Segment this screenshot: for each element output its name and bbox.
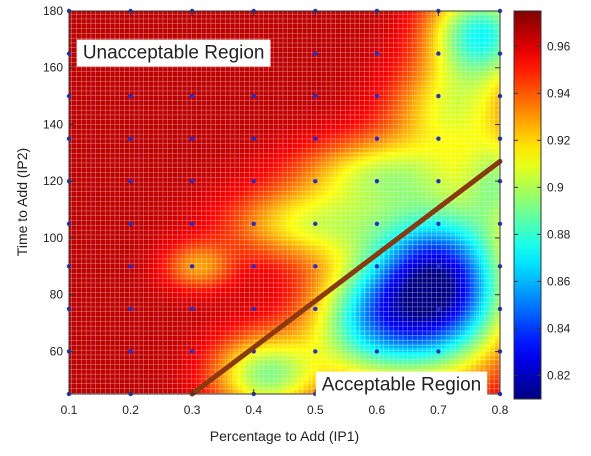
sample-point	[252, 222, 256, 226]
sample-point	[128, 137, 132, 141]
sample-point	[190, 349, 194, 353]
colorbar-tick-label: 0.84	[547, 321, 571, 335]
sample-point	[190, 137, 194, 141]
y-tick-label: 160	[43, 61, 63, 75]
colorbar-tick-label: 0.94	[547, 86, 571, 100]
sample-point	[375, 222, 379, 226]
sample-point	[128, 264, 132, 268]
sample-point	[252, 264, 256, 268]
sample-point	[190, 264, 194, 268]
sample-point	[128, 179, 132, 183]
colorbar	[514, 11, 541, 399]
sample-point	[313, 349, 317, 353]
sample-point	[375, 94, 379, 98]
sample-point	[190, 307, 194, 311]
sample-point	[313, 137, 317, 141]
sample-point	[313, 307, 317, 311]
colorbar-tick-label: 0.92	[547, 133, 571, 147]
colorbar-tick-label: 0.88	[547, 227, 571, 241]
sample-point	[313, 51, 317, 55]
y-tick-label: 140	[43, 117, 63, 131]
sample-point	[375, 349, 379, 353]
sample-point	[375, 137, 379, 141]
x-tick-label: 0.8	[492, 403, 509, 417]
x-tick-label: 0.3	[184, 403, 201, 417]
sample-point	[313, 94, 317, 98]
y-tick-label: 100	[43, 231, 63, 245]
sample-point	[190, 222, 194, 226]
sample-point	[252, 94, 256, 98]
sample-point	[128, 94, 132, 98]
x-tick-label: 0.5	[307, 403, 324, 417]
sample-point	[436, 222, 440, 226]
x-tick-label: 0.1	[61, 403, 78, 417]
sample-point	[436, 94, 440, 98]
sample-point	[128, 307, 132, 311]
x-tick-label: 0.7	[430, 403, 447, 417]
sample-point	[436, 264, 440, 268]
sample-point	[252, 137, 256, 141]
x-tick-label: 0.4	[245, 403, 262, 417]
sample-point	[252, 179, 256, 183]
colorbar-tick-label: 0.82	[547, 368, 571, 382]
sample-point	[190, 94, 194, 98]
mesh-grid-overlay	[69, 11, 500, 394]
sample-point	[375, 51, 379, 55]
colorbar-tick-label: 0.86	[547, 274, 571, 288]
region-annotation: Unacceptable Region	[77, 40, 271, 67]
sample-point	[436, 179, 440, 183]
y-tick-label: 120	[43, 174, 63, 188]
sample-point	[190, 179, 194, 183]
y-tick-label: 180	[43, 4, 63, 18]
y-tick-label: 80	[50, 288, 64, 302]
x-axis-label: Percentage to Add (IP1)	[210, 428, 359, 444]
sample-point	[375, 264, 379, 268]
sample-point	[313, 264, 317, 268]
x-tick-label: 0.2	[122, 403, 139, 417]
region-annotation: Acceptable Region	[316, 372, 488, 399]
sample-point	[375, 307, 379, 311]
y-axis-label: Time to Add (IP2)	[14, 148, 30, 256]
sample-point	[436, 51, 440, 55]
colorbar-tick-label: 0.9	[547, 180, 564, 194]
sample-point	[375, 179, 379, 183]
sample-point	[252, 307, 256, 311]
sample-point	[313, 222, 317, 226]
sample-point	[128, 222, 132, 226]
annotation-text: Acceptable Region	[322, 375, 482, 396]
sample-point	[128, 349, 132, 353]
sample-point	[436, 137, 440, 141]
colorbar-tick-label: 0.96	[547, 39, 571, 53]
y-tick-label: 60	[50, 344, 64, 358]
x-tick-label: 0.6	[369, 403, 386, 417]
sample-point	[436, 349, 440, 353]
annotation-text: Unacceptable Region	[83, 43, 265, 64]
sample-point	[436, 307, 440, 311]
sample-point	[313, 179, 317, 183]
